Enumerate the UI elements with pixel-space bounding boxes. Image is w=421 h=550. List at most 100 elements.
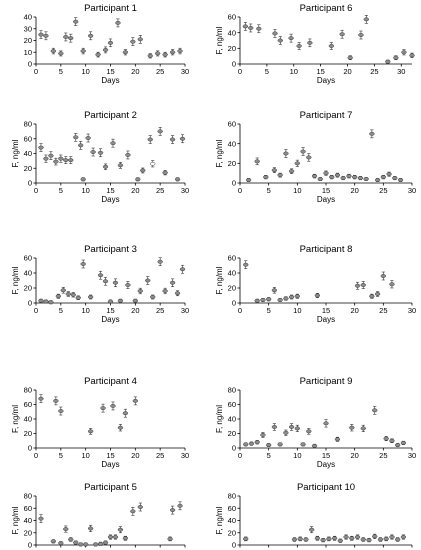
y-tick-label: 0	[232, 541, 236, 550]
y-tick-label: 20	[228, 528, 236, 537]
data-point	[380, 274, 386, 278]
y-tick-label: 0	[28, 60, 32, 69]
data-point	[70, 292, 76, 297]
data-point	[401, 50, 407, 55]
data-point	[283, 296, 289, 301]
data-point	[296, 44, 302, 48]
data-point	[374, 292, 381, 296]
data-point	[38, 298, 44, 303]
data-point	[300, 149, 306, 154]
x-tick-label: 25	[379, 451, 387, 460]
x-tick-label: 25	[379, 306, 387, 315]
data-point	[248, 26, 254, 30]
panel-title: Participant 3	[84, 244, 137, 255]
data-point	[386, 172, 392, 177]
data-point	[385, 59, 391, 64]
data-point	[346, 174, 352, 179]
data-point	[283, 151, 289, 156]
data-point	[314, 536, 321, 541]
x-axis-label: Days	[101, 76, 119, 85]
data-point	[307, 40, 313, 45]
data-point	[254, 159, 260, 164]
x-tick-label: 5	[267, 186, 271, 195]
data-point	[323, 171, 329, 176]
data-point	[80, 49, 86, 54]
panel-10: Participant 10051015202530020406080DaysF…	[215, 482, 416, 550]
y-tick-label: 30	[24, 24, 32, 33]
data-point	[150, 295, 156, 299]
data-point	[80, 177, 86, 182]
data-point	[48, 300, 54, 305]
y-tick-label: 40	[24, 269, 32, 278]
data-point	[349, 536, 355, 541]
data-point	[43, 33, 49, 38]
data-point	[43, 156, 49, 161]
x-tick-label: 20	[131, 451, 139, 460]
data-point	[38, 396, 44, 401]
y-tick-label: 40	[228, 516, 236, 525]
data-point	[389, 535, 395, 539]
data-point	[272, 31, 278, 36]
data-point	[389, 282, 395, 287]
y-tick-label: 60	[24, 134, 32, 143]
y-tick-label: 60	[228, 504, 236, 513]
data-point	[97, 150, 104, 155]
panel-title: Participant 5	[84, 482, 137, 493]
data-point	[271, 425, 278, 429]
data-point	[242, 24, 249, 29]
data-point	[73, 135, 79, 140]
x-tick-label: 20	[131, 186, 139, 195]
data-point	[343, 535, 349, 539]
data-point	[363, 17, 369, 22]
data-point	[352, 175, 358, 180]
panel-2: Participant 6 0 5 10 15 20 25 30 0 20 40 60 Days F, n…	[215, 3, 415, 85]
x-tick-label: 5	[267, 451, 271, 460]
panel-title: Participant 1	[84, 3, 137, 14]
y-tick-label: 20	[24, 429, 32, 438]
data-point	[122, 411, 129, 416]
data-point	[63, 527, 69, 532]
data-point	[291, 537, 298, 542]
y-tick-label: 80	[228, 492, 236, 501]
y-axis-label: F, ng/ml	[215, 405, 224, 433]
x-tick-label: 5	[59, 451, 63, 460]
data-point	[50, 49, 57, 54]
x-tick-label: 0	[238, 451, 242, 460]
x-tick-label: 0	[238, 306, 242, 315]
data-point	[177, 503, 183, 508]
data-point	[87, 295, 94, 299]
data-point	[326, 536, 332, 541]
x-tick-label: 15	[106, 186, 114, 195]
data-point	[97, 541, 104, 546]
y-tick-label: 40	[24, 516, 32, 525]
data-point	[297, 536, 303, 541]
panel-title: Participant 10	[297, 482, 355, 493]
data-point	[68, 36, 74, 41]
data-point	[243, 536, 249, 541]
data-point	[155, 51, 161, 56]
x-tick-label: 20	[343, 67, 351, 76]
x-tick-label: 10	[293, 306, 301, 315]
x-tick-label: 15	[322, 306, 330, 315]
data-point	[117, 298, 124, 303]
y-tick-label: 60	[24, 254, 32, 263]
data-point	[245, 178, 252, 183]
data-point	[360, 283, 366, 287]
data-point	[294, 426, 300, 431]
x-tick-label: 15	[106, 548, 114, 550]
data-point	[147, 137, 153, 142]
data-point	[294, 294, 300, 299]
data-point	[97, 273, 104, 278]
x-tick-label: 15	[106, 67, 114, 76]
data-point	[288, 425, 295, 429]
x-tick-label: 15	[322, 186, 330, 195]
x-tick-label: 30	[181, 451, 189, 460]
data-point	[397, 178, 404, 183]
data-point	[117, 527, 124, 532]
data-point	[339, 32, 345, 37]
data-point	[38, 145, 44, 150]
x-tick-label: 0	[34, 451, 38, 460]
data-point	[50, 539, 57, 544]
data-point	[87, 33, 94, 38]
y-tick-label: 40	[228, 139, 236, 148]
